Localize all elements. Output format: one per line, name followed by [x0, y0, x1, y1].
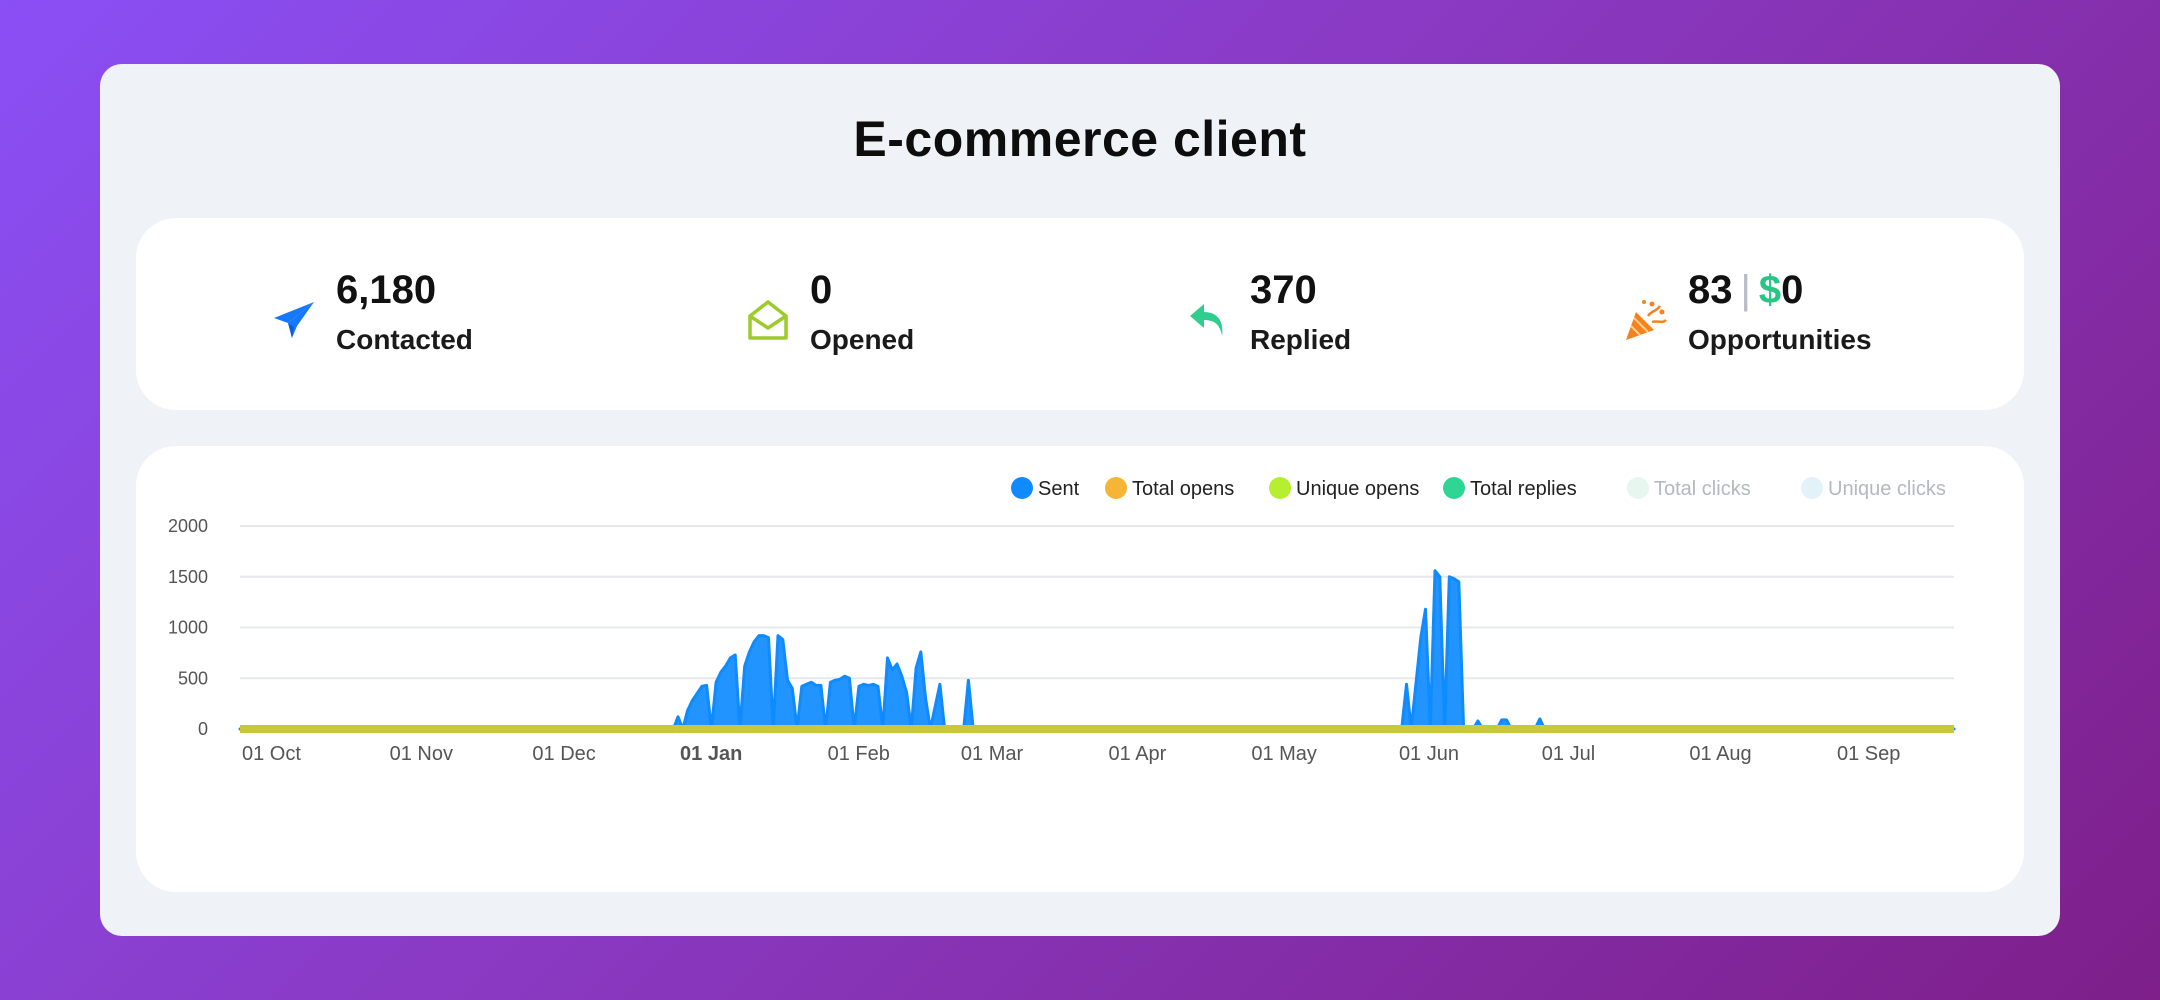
- legend-item-total-opens[interactable]: Total opens: [1105, 477, 1234, 500]
- legend-label: Unique opens: [1296, 478, 1419, 500]
- legend-label: Total replies: [1470, 478, 1577, 500]
- stat-value: 6,180: [336, 268, 437, 312]
- legend-marker: [1105, 477, 1127, 499]
- paper-plane-icon: [270, 296, 318, 344]
- series-sent-area: [238, 569, 1956, 731]
- legend-marker: [1443, 477, 1465, 499]
- party-popper-icon: [1622, 296, 1670, 344]
- dollar-symbol: $: [1758, 268, 1782, 312]
- legend-item-total-replies[interactable]: Total replies: [1443, 477, 1577, 500]
- legend-item-unique-clicks[interactable]: Unique clicks: [1801, 477, 1946, 500]
- y-tick-label: 1500: [168, 567, 208, 587]
- y-tick-label: 1000: [168, 618, 208, 638]
- x-tick-label: 01 Dec: [532, 743, 595, 765]
- x-tick-label: 01 Mar: [961, 743, 1024, 765]
- legend-label: Total opens: [1132, 478, 1234, 500]
- opportunities-value: 0: [1781, 268, 1804, 312]
- stat-label: Contacted: [336, 324, 473, 355]
- legend-marker: [1269, 477, 1291, 499]
- x-tick-label: 01 Feb: [828, 743, 890, 765]
- chart-panel: 0 500 1000 1500 2000 01 Oct 01 Nov 01 Dec 01 Jan…: [136, 446, 2024, 892]
- legend-item-total-clicks[interactable]: Total clicks: [1627, 477, 1751, 500]
- stat-label: Opened: [810, 324, 915, 355]
- opportunities-count: 83: [1688, 268, 1733, 312]
- stat-value: 83 | $0: [1688, 268, 1803, 313]
- legend-marker: [1011, 477, 1033, 499]
- x-tick-label: 01 May: [1251, 743, 1317, 765]
- x-tick-label: 01 Nov: [390, 743, 453, 765]
- x-tick-label: 01 Sep: [1837, 743, 1900, 765]
- y-tick-label: 500: [178, 668, 208, 688]
- page-title: E-commerce client: [853, 111, 1307, 167]
- dashboard-card: E-commerce client 6,180 Contacted 0 Open…: [100, 64, 2060, 936]
- stat-label: Opportunities: [1688, 324, 1872, 355]
- legend-label: Sent: [1038, 478, 1080, 500]
- x-tick-label: 01 Oct: [242, 743, 301, 765]
- legend-label: Total clicks: [1654, 478, 1751, 500]
- x-tick-label: 01 Jan: [680, 743, 742, 765]
- x-tick-label: 01 Aug: [1689, 743, 1751, 765]
- reply-arrow-icon: [1184, 296, 1232, 344]
- legend-marker: [1627, 477, 1649, 499]
- x-tick-label: 01 Apr: [1109, 743, 1167, 765]
- legend-item-sent[interactable]: Sent: [1011, 477, 1080, 500]
- x-tick-label: 01 Jul: [1542, 743, 1595, 765]
- value-separator: |: [1740, 268, 1751, 312]
- stats-panel: 6,180 Contacted 0 Opened 370 Replied: [136, 218, 2024, 410]
- y-tick-label: 0: [198, 719, 208, 739]
- open-envelope-icon: [744, 296, 792, 344]
- x-tick-label: 01 Jun: [1399, 743, 1459, 765]
- legend-label: Unique clicks: [1828, 478, 1946, 500]
- legend-item-unique-opens[interactable]: Unique opens: [1269, 477, 1419, 500]
- stat-value: 0: [810, 268, 833, 312]
- activity-chart: 0 500 1000 1500 2000 01 Oct 01 Nov 01 Dec 01 Jan…: [168, 477, 1956, 765]
- stat-label: Replied: [1250, 324, 1352, 355]
- legend-marker: [1801, 477, 1823, 499]
- stat-value: 370: [1250, 268, 1317, 312]
- y-tick-label: 2000: [168, 516, 208, 536]
